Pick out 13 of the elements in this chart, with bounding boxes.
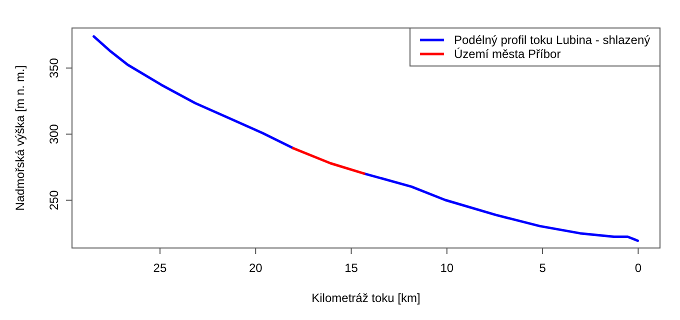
x-tick-label: 20 [248, 261, 263, 275]
x-axis-title: Kilometráž toku [km] [312, 291, 420, 305]
x-tick-label: 10 [440, 261, 454, 275]
y-tick-label: 300 [47, 124, 61, 144]
x-tick-label: 25 [153, 261, 167, 275]
y-tick-label: 350 [47, 58, 61, 78]
y-tick-label: 250 [47, 190, 61, 210]
x-tick-label: 5 [539, 261, 546, 275]
x-tick-label: 15 [344, 261, 358, 275]
x-tick-label: 0 [634, 261, 642, 275]
y-axis-title: Nadmořská výška [m n. m.] [13, 65, 27, 211]
legend-label: Území města Příbor [454, 47, 561, 61]
legend-label: Podélný profil toku Lubina - shlazený [454, 33, 650, 47]
